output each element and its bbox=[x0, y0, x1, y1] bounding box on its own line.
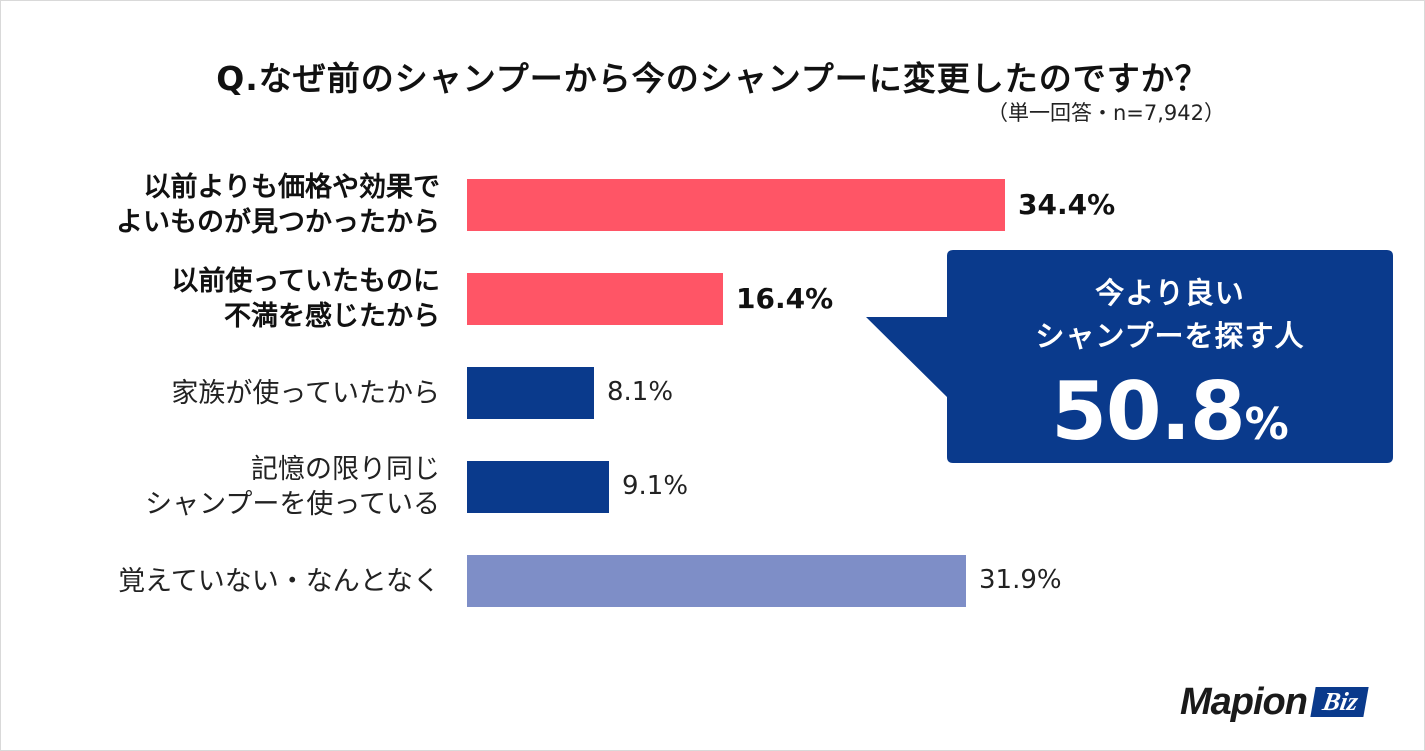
category-label-4: 記憶の限り同じシャンプーを使っている bbox=[40, 452, 440, 522]
callout-value-unit: % bbox=[1244, 399, 1289, 450]
category-label-5-line-1: 覚えていない・なんとなく bbox=[118, 565, 440, 597]
category-label-3: 家族が使っていたから bbox=[40, 376, 440, 411]
callout-value-number: 50.8 bbox=[1051, 365, 1245, 458]
callout-line-2: シャンプーを探す人 bbox=[1035, 319, 1305, 353]
category-label-1-line-2: よいものが見つかったから bbox=[116, 207, 440, 238]
bar-3 bbox=[467, 367, 594, 419]
category-label-1: 以前よりも価格や効果でよいものが見つかったから bbox=[40, 170, 440, 240]
bar-value-label-1: 34.4% bbox=[1018, 188, 1116, 221]
bar-1 bbox=[467, 179, 1005, 231]
bar-2 bbox=[467, 273, 723, 325]
bar-4 bbox=[467, 461, 609, 513]
category-label-1-line-1: 以前よりも価格や効果で bbox=[143, 172, 440, 203]
brand-logo-text: Mapion bbox=[1180, 680, 1308, 723]
bar-value-label-5: 31.9% bbox=[979, 565, 1062, 595]
bar-value-label-4: 9.1% bbox=[622, 471, 689, 501]
chart-title: Q.なぜ前のシャンプーから今のシャンプーに変更したのですか？ bbox=[216, 59, 1209, 98]
category-label-2: 以前使っていたものに不満を感じたから bbox=[40, 264, 440, 334]
bar-value-label-3: 8.1% bbox=[607, 377, 674, 407]
category-label-2-line-2: 不満を感じたから bbox=[224, 301, 440, 332]
category-label-5: 覚えていない・なんとなく bbox=[40, 564, 440, 599]
brand-logo-badge: Biz bbox=[1310, 687, 1369, 717]
brand-logo: Mapion Biz bbox=[1180, 680, 1369, 724]
category-label-3-line-1: 家族が使っていたから bbox=[171, 377, 440, 409]
category-label-2-line-1: 以前使っていたものに bbox=[171, 266, 440, 297]
callout-value: 50.8% bbox=[947, 365, 1393, 458]
bar-value-label-2: 16.4% bbox=[736, 282, 834, 315]
callout-bubble bbox=[866, 250, 1393, 463]
callout-line-1: 今より良い bbox=[1095, 276, 1245, 310]
chart-subtitle: （単一回答・n=7,942） bbox=[986, 101, 1225, 125]
bar-5 bbox=[467, 555, 966, 607]
category-label-4-line-1: 記憶の限り同じ bbox=[251, 454, 440, 485]
category-label-4-line-2: シャンプーを使っている bbox=[145, 489, 440, 520]
